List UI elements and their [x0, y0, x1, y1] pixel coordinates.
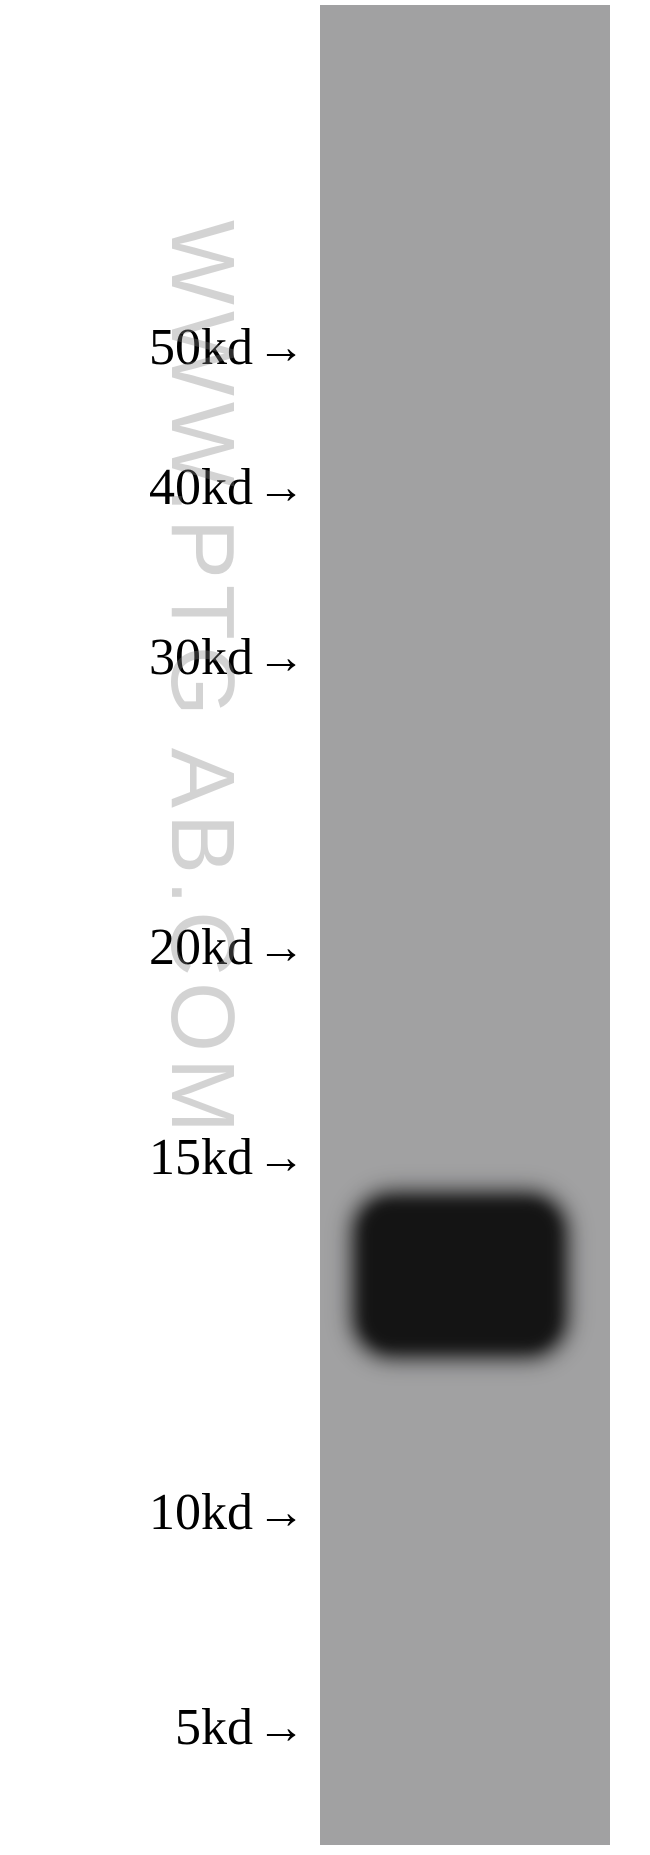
marker-label: 5kd→	[175, 1698, 305, 1757]
arrow-right-icon: →	[257, 320, 305, 375]
arrow-right-icon: →	[257, 630, 305, 685]
marker-value: 50kd	[149, 318, 253, 377]
marker-value: 5kd	[175, 1698, 253, 1757]
marker-label: 20kd→	[149, 918, 305, 977]
protein-band	[360, 1200, 560, 1350]
marker-value: 15kd	[149, 1128, 253, 1187]
marker-label: 40kd→	[149, 458, 305, 517]
arrow-right-icon: →	[257, 920, 305, 975]
arrow-right-icon: →	[257, 1485, 305, 1540]
blot-lane	[320, 5, 610, 1845]
marker-value: 20kd	[149, 918, 253, 977]
arrow-right-icon: →	[257, 1130, 305, 1185]
marker-label: 30kd→	[149, 628, 305, 687]
marker-value: 40kd	[149, 458, 253, 517]
marker-label: 15kd→	[149, 1128, 305, 1187]
marker-value: 30kd	[149, 628, 253, 687]
marker-value: 10kd	[149, 1483, 253, 1542]
arrow-right-icon: →	[257, 1700, 305, 1755]
marker-label: 50kd→	[149, 318, 305, 377]
marker-label: 10kd→	[149, 1483, 305, 1542]
arrow-right-icon: →	[257, 460, 305, 515]
